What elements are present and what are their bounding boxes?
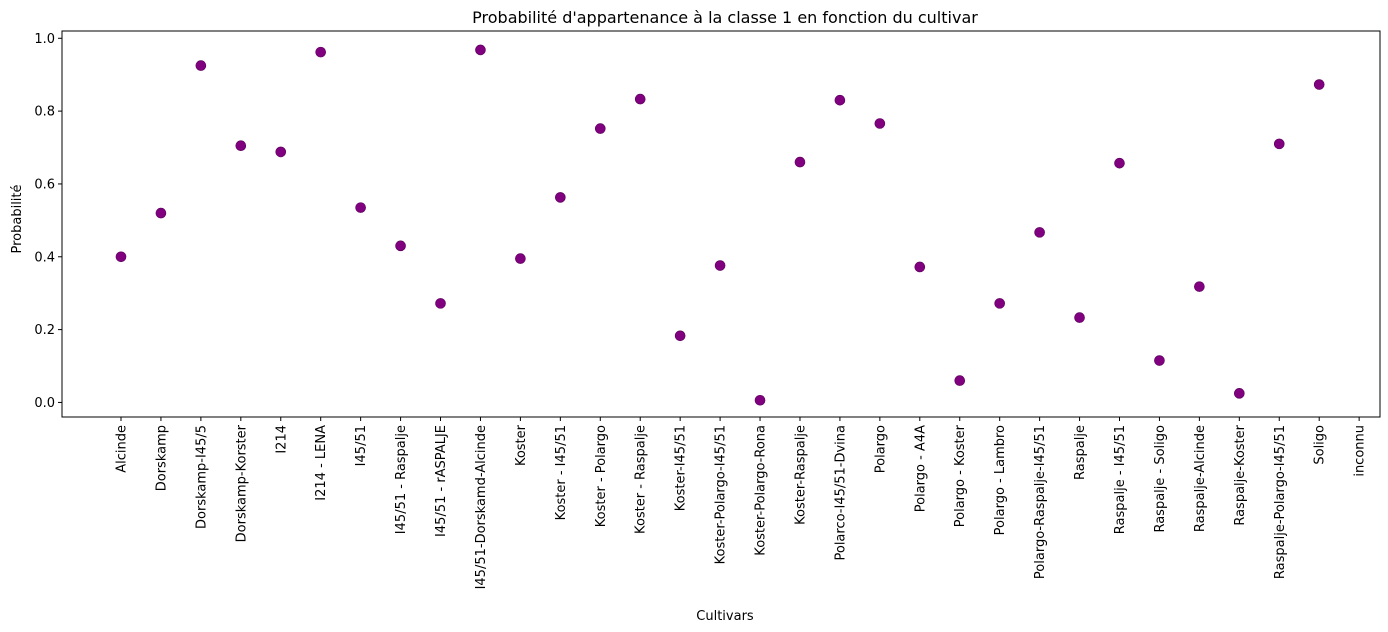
y-tick-label: 0.8 (34, 105, 55, 120)
x-tick-label: Koster - I45/51 (554, 425, 569, 520)
data-point (1273, 138, 1285, 150)
data-point (1154, 355, 1165, 366)
x-tick-label: Polargo (873, 425, 888, 473)
x-tick-label: I45/51 - Raspalje (394, 425, 409, 534)
data-point (235, 140, 247, 152)
x-tick-label: I45/51-Dorskamd-Alcinde (474, 425, 489, 589)
x-tick-label: Polarco-I45/51-Dvina (833, 425, 848, 561)
x-tick-label: Raspalje-Polargo-I45/51 (1273, 425, 1288, 579)
x-tick-label: Polargo - Koster (953, 424, 968, 527)
x-axis-label: Cultivars (696, 609, 754, 624)
data-point (315, 46, 327, 58)
y-tick-label: 0.2 (34, 323, 55, 338)
x-tick-label: Koster-Polargo-Rona (754, 425, 769, 556)
data-point (634, 93, 646, 105)
x-tick-label: Soligo (1313, 425, 1328, 465)
data-point (594, 123, 606, 134)
data-point (754, 394, 766, 406)
x-tick-label: I45/51 (354, 425, 369, 466)
x-tick-label: Koster - Raspalje (634, 425, 649, 534)
y-tick-label: 0.4 (34, 250, 55, 265)
x-tick-label: Alcinde (115, 425, 130, 473)
x-tick-label: Dorskamp-I45/5 (194, 425, 209, 529)
x-tick-label: Polargo - Lambro (993, 425, 1008, 535)
x-tick-label: Raspalje - I45/51 (1113, 425, 1128, 534)
x-tick-label: Raspalje-Alcinde (1193, 425, 1208, 532)
x-tick-label: Koster-Polargo-I45/51 (714, 425, 729, 564)
data-point (994, 298, 1005, 309)
data-point (475, 44, 486, 56)
data-points (115, 44, 1325, 406)
data-point (1313, 79, 1325, 90)
x-tick-label: Koster (514, 424, 529, 466)
y-tick-label: 0.0 (34, 396, 55, 411)
data-point (555, 192, 566, 203)
data-point (1074, 312, 1085, 323)
x-tick-label: I45/51 - rASPALJE (434, 425, 449, 537)
data-point (355, 202, 366, 213)
x-axis: Alcinde Dorskamp Dorskamp-I45/5 Dorskamp-Ko… (115, 417, 1368, 589)
data-point (435, 298, 446, 309)
data-point (834, 94, 846, 106)
y-tick-label: 0.6 (34, 177, 55, 192)
data-point (954, 375, 966, 386)
data-point (195, 60, 207, 71)
data-point (515, 253, 526, 264)
data-point (874, 118, 886, 129)
data-point (794, 156, 806, 168)
x-tick-label: Raspalje - Soligo (1153, 425, 1168, 533)
x-tick-label: Raspalje (1073, 425, 1088, 480)
data-point (1034, 227, 1045, 238)
x-tick-label: Koster - Polargo (594, 425, 609, 527)
y-axis-label: Probabilité (10, 184, 25, 253)
y-axis: 0.0 0.2 0.4 0.6 0.8 1.0 (34, 32, 62, 411)
data-point (674, 330, 686, 342)
x-tick-label: inconnu (1353, 425, 1368, 477)
y-tick-label: 1.0 (34, 32, 55, 47)
data-point (275, 146, 287, 158)
data-point (914, 261, 926, 273)
x-tick-label: Polargo-Raspalje-I45/51 (1033, 425, 1048, 579)
x-tick-label: Koster-Raspalje (793, 425, 808, 525)
data-point (1234, 388, 1245, 399)
plot-frame (61, 30, 1381, 418)
data-point (115, 251, 127, 263)
x-tick-label: Raspalje-Koster (1233, 424, 1248, 525)
chart-title: Probabilité d'appartenance à la classe 1… (472, 8, 978, 27)
x-tick-label: Koster-I45/51 (674, 425, 689, 511)
data-point (155, 207, 167, 219)
data-point (1114, 157, 1125, 169)
x-tick-label: Polargo - A4A (913, 425, 928, 512)
x-tick-label: Dorskamp-Korster (234, 424, 249, 542)
data-point (1194, 281, 1205, 292)
x-tick-label: I214 (274, 425, 289, 454)
x-tick-label: Dorskamp (154, 425, 169, 491)
data-point (714, 260, 726, 271)
x-tick-label: I214 - LENA (314, 425, 329, 501)
data-point (395, 240, 406, 252)
